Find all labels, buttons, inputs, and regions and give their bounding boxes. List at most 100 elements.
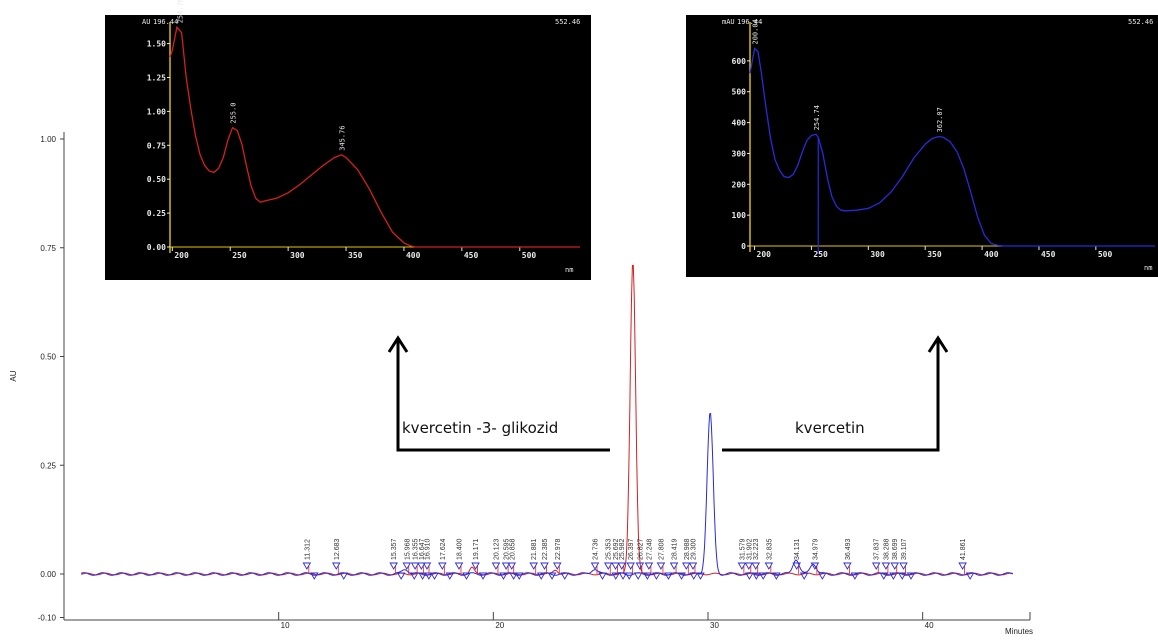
inset-x-tick-label: 300 <box>290 251 305 260</box>
peak-apex-marker <box>540 562 549 570</box>
peak-end-marker <box>897 572 907 580</box>
peak-apex-marker <box>617 562 627 570</box>
peak-apex-marker <box>331 562 341 570</box>
peak-apex-marker <box>751 562 761 570</box>
inset-y-tick-label: 0.50 <box>147 175 166 184</box>
peak-retention-label: 18.400 <box>456 538 463 560</box>
peak-apex-marker <box>611 562 620 570</box>
inset-y-tick-label: 500 <box>732 88 747 97</box>
uv-spectrum-inset-1: AU 196.44 552.46 nm 0.00 0.25 0.50 0.75 1.00… <box>105 0 591 280</box>
inset-peak-annotation: 362.07 <box>936 107 944 132</box>
peak-end-marker <box>445 572 455 580</box>
peak-retention-label: 20.595 <box>504 538 511 560</box>
y-tick-label: 0.75 <box>40 244 56 253</box>
peak-retention-label: 11.312 <box>304 539 311 560</box>
peak-retention-label: 41.861 <box>960 538 967 560</box>
left-arrow-head <box>387 335 409 353</box>
inset-1-ylabel: AU <box>142 18 150 26</box>
quercetin-label: kvercetin <box>795 419 865 437</box>
inset-y-tick-label: 300 <box>732 149 747 158</box>
peak-apex-marker <box>899 562 908 570</box>
x-tick-label: 30 <box>710 621 719 630</box>
peak-retention-label: 32.223 <box>753 538 760 560</box>
peak-retention-label: 20.858 <box>509 538 516 560</box>
peak-end-marker <box>965 572 975 580</box>
peak-apex-marker <box>656 562 666 570</box>
y-tick-labels: -0.10 0.00 0.25 0.50 0.75 1.00 <box>38 135 64 623</box>
peak-end-marker <box>547 572 557 580</box>
x-tick-label: 20 <box>495 621 504 630</box>
peak-retention-label: 26.397 <box>628 538 635 560</box>
peak-retention-label: 32.835 <box>766 538 773 560</box>
peak-end-marker <box>462 572 471 580</box>
right-annotation-arrow <box>722 335 949 452</box>
peak-apex-marker <box>881 562 891 570</box>
peak-retention-label: 16.647 <box>419 538 426 560</box>
uv-spectrum-inset-2: mAU 196.44 552.46 nm 0100200300400500600… <box>686 15 1158 277</box>
peak-apex-marker <box>890 562 900 570</box>
peak-end-marker <box>536 572 546 580</box>
inset-1-axes: 0.00 0.25 0.50 0.75 1.00 1.25 1.50 200 250 300 350… <box>147 22 580 260</box>
peak-apex-marker <box>688 562 698 570</box>
inset-x-tick-label: 450 <box>464 251 479 260</box>
inset-y-tick-label: 1.50 <box>147 40 166 49</box>
peak-retention-label: 19.171 <box>473 538 480 560</box>
inset-x-tick-label: 500 <box>1098 250 1113 259</box>
inset-y-tick-label: 600 <box>732 57 747 66</box>
peak-end-marker <box>598 572 607 580</box>
inset-x-tick-label: 500 <box>522 251 537 260</box>
peak-apex-marker <box>529 562 538 570</box>
peak-retention-label: 25.692 <box>613 538 620 560</box>
left-annotation-arrow <box>387 335 610 452</box>
peak-retention-label: 39.107 <box>901 538 908 560</box>
x-tick-label: 40 <box>925 621 934 630</box>
peak-retention-label: 38.288 <box>883 538 890 560</box>
peak-apex-marker <box>410 562 420 570</box>
peak-retention-label: 15.357 <box>391 538 398 560</box>
inset-y-tick-label: 0 <box>741 242 746 251</box>
peak-end-marker <box>310 572 319 580</box>
peak-apex-marker <box>491 562 501 570</box>
inset-peak-annotation: 254.76 <box>176 0 184 23</box>
peak-apex-marker <box>843 562 852 570</box>
peak-retention-label: 38.699 <box>892 538 899 560</box>
peak-end-marker <box>499 572 508 580</box>
peak-end-marker <box>514 572 524 580</box>
peak-end-marker <box>799 572 809 580</box>
inset-peak-annotation: 345.76 <box>338 125 346 150</box>
inset-x-tick-label: 200 <box>757 250 772 259</box>
peak-markers <box>302 562 975 580</box>
inset-x-tick-label: 250 <box>232 251 247 260</box>
right-arrow-head <box>927 335 949 353</box>
left-arrow-line <box>396 338 610 452</box>
peak-end-marker <box>418 572 427 580</box>
peak-retention-label: 28.419 <box>672 538 679 560</box>
peak-retention-label: 34.131 <box>794 538 801 560</box>
peak-end-marker <box>409 572 419 580</box>
peak-apex-marker <box>603 562 613 570</box>
peak-apex-marker <box>402 562 412 570</box>
uv-spectrum-line <box>749 47 1155 247</box>
peak-retention-label: 29.300 <box>690 538 697 560</box>
inset-x-tick-label: 300 <box>870 250 885 259</box>
peak-retention-label: 36.493 <box>845 538 852 560</box>
inset-x-tick-label: 400 <box>984 250 999 259</box>
peak-apex-marker <box>302 562 312 570</box>
y-tick-label: 0.50 <box>40 353 56 362</box>
peak-end-marker <box>677 572 686 580</box>
inset-2-background <box>686 15 1158 277</box>
peak-retention-label: 12.683 <box>334 538 341 560</box>
inset-x-tick-label: 200 <box>174 251 189 260</box>
x-tick-label: 10 <box>281 621 290 630</box>
peak-end-marker <box>696 572 705 580</box>
peak-end-marker <box>664 572 673 580</box>
inset-y-tick-label: 0.00 <box>147 243 166 252</box>
peak-retention-label: 22.978 <box>555 538 562 560</box>
peak-end-marker <box>430 572 439 580</box>
peak-end-marker <box>889 572 898 580</box>
inset-x-tick-label: 450 <box>1041 250 1056 259</box>
inset-y-tick-label: 1.25 <box>147 73 166 82</box>
inset-1-background <box>105 15 591 280</box>
inset-1-header-left: 196.44 <box>153 18 178 26</box>
